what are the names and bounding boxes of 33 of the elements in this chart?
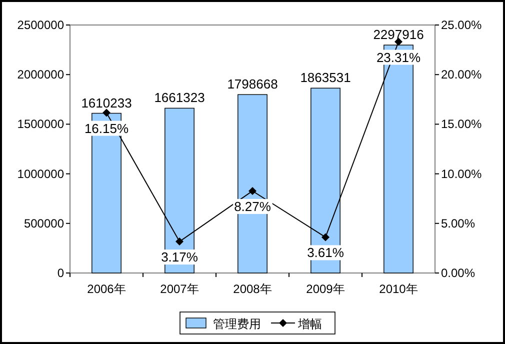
y-tick-label: 1500000 xyxy=(17,117,64,132)
point xyxy=(322,233,330,242)
y-tick-label: 0 xyxy=(57,266,64,280)
x-tick-label: 2008年 xyxy=(233,282,272,296)
legend-label: 增幅 xyxy=(297,317,322,331)
data-label: 8.27% xyxy=(234,198,272,214)
data-label: 1610233 xyxy=(81,95,132,110)
data-label: 2297916 xyxy=(373,27,424,42)
data-label: 3.17% xyxy=(161,250,198,265)
data-label: 23.31% xyxy=(376,50,421,65)
x-tick-label: 2009年 xyxy=(306,282,345,296)
y-tick-label: 2500000 xyxy=(17,18,64,32)
x-tick-label: 2007年 xyxy=(160,282,199,296)
data-label: 16.15% xyxy=(84,120,129,136)
point xyxy=(102,108,110,117)
point xyxy=(176,238,184,246)
y2-tick-label: 0.00% xyxy=(441,266,476,280)
data-label: 1798668 xyxy=(227,76,278,92)
y-tick-label: 2000000 xyxy=(17,68,64,82)
y2-tick-label: 20.00% xyxy=(441,68,482,82)
y-tick-label: 1000000 xyxy=(17,166,64,181)
y2-tick-label: 25.00% xyxy=(441,18,482,32)
data-label: 1661323 xyxy=(154,90,205,106)
y2-tick-label: 15.00% xyxy=(441,117,482,132)
legend-label: 管理费用 xyxy=(213,317,261,331)
data-label: 3.61% xyxy=(307,245,344,260)
x-tick-label: 2010年 xyxy=(379,282,418,296)
y2-tick-label: 5.00% xyxy=(441,216,476,230)
y2-tick-label: 10.00% xyxy=(441,166,482,181)
x-tick-label: 2006年 xyxy=(87,282,126,296)
point xyxy=(248,186,256,195)
data-label: 1863531 xyxy=(300,70,351,86)
y-tick-label: 500000 xyxy=(24,216,64,230)
